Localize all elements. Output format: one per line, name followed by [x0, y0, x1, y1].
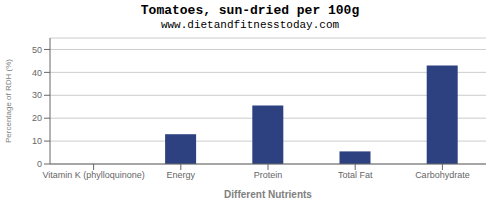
svg-text:Percentage of RDH (%): Percentage of RDH (%)	[8, 59, 13, 143]
html-text:Tomatoes, sun-dried per 100g: Tomatoes, sun-dried per 100g	[140, 3, 360, 18]
svg-text:Energy: Energy	[167, 170, 196, 180]
html-text:www.dietandfitnesstoday.com: www.dietandfitnesstoday.com	[160, 19, 340, 31]
svg-text:40: 40	[32, 68, 42, 78]
svg-text:50: 50	[32, 45, 42, 55]
svg-text:30: 30	[32, 90, 42, 100]
svg-text:Carbohydrate: Carbohydrate	[415, 170, 470, 180]
svg-text:0: 0	[37, 159, 42, 169]
svg-text:Total Fat: Total Fat	[338, 170, 373, 180]
svg-text:Protein: Protein	[254, 170, 283, 180]
svg-text:20: 20	[32, 113, 42, 123]
svg-text:Vitamin K (phylloquinone): Vitamin K (phylloquinone)	[42, 170, 144, 180]
svg-text:Different Nutrients: Different Nutrients	[224, 189, 312, 200]
svg-text:10: 10	[32, 136, 42, 146]
